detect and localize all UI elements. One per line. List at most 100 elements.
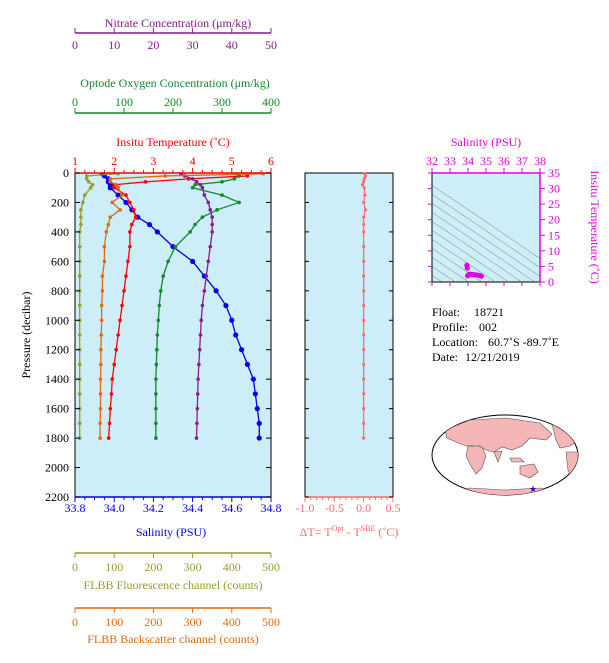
oxygen-axis-title: Optode Oxygen Concentration (μm/kg)	[80, 76, 269, 90]
backscatter-point	[163, 174, 167, 178]
salinity-point	[252, 391, 258, 397]
pressure-tick-label: 400	[51, 225, 69, 239]
fluorescence-point	[79, 222, 83, 227]
salinity-tick-label: 34.6	[221, 501, 242, 515]
ts-point	[464, 265, 470, 271]
temperature-point	[128, 200, 132, 205]
nitrate-point	[202, 289, 207, 293]
delta-t-point	[362, 180, 366, 184]
temperature-point	[112, 185, 116, 190]
oxygen-point	[156, 318, 161, 323]
temperature-point	[118, 318, 122, 323]
float-location-marker: ★	[529, 484, 537, 494]
temperature-point	[116, 333, 120, 337]
backscatter-point	[108, 215, 113, 219]
nitrate-point	[197, 362, 201, 367]
fluorescence-tick-label: 400	[223, 560, 241, 574]
backscatter-point	[118, 208, 122, 212]
backscatter-point	[108, 177, 113, 181]
ts-isopycnal	[432, 239, 496, 282]
oxygen-point	[215, 208, 219, 212]
temperature-tick-label: 3	[150, 154, 156, 168]
temperature-point	[114, 347, 118, 352]
temperature-point	[110, 377, 115, 381]
map-land-africa	[465, 445, 487, 475]
fluorescence-point	[81, 200, 85, 205]
oxygen-point	[157, 303, 162, 308]
ts-salinity-tick-label: 37	[516, 154, 528, 168]
nitrate-point	[210, 215, 214, 219]
fluorescence-tick-label: 200	[144, 560, 162, 574]
backscatter-point	[102, 259, 107, 264]
pressure-tick-label: 1600	[45, 402, 69, 416]
ts-isopycnal	[432, 248, 483, 282]
delta-t-point	[362, 392, 366, 396]
delta-t-point	[362, 318, 366, 322]
nitrate-tick-label: 50	[265, 38, 277, 52]
oxygen-point	[200, 215, 205, 219]
fluorescence-point	[84, 174, 89, 178]
ts-isopycnal	[432, 212, 536, 282]
oxygen-point	[155, 333, 160, 337]
ts-isopycnal	[432, 185, 540, 259]
delta-t-point	[363, 193, 367, 197]
backscatter-point	[100, 289, 105, 293]
temperature-tick-label: 2	[111, 154, 117, 168]
salinity-point	[213, 288, 219, 294]
fluorescence-point	[77, 274, 82, 278]
fluorescence-tick-label: 500	[262, 560, 280, 574]
oxygen-point	[237, 174, 241, 178]
ts-scatter-points	[464, 262, 484, 279]
profile-value: 002	[479, 320, 497, 334]
backscatter-point	[99, 347, 103, 352]
profile-series	[77, 173, 265, 441]
nitrate-point	[210, 230, 214, 234]
oxygen-point	[190, 185, 195, 190]
salinity-point	[229, 317, 235, 323]
ts-isopycnal	[432, 194, 540, 268]
backscatter-point	[98, 392, 103, 396]
oxygen-tick-label: 200	[164, 95, 182, 109]
backscatter-point	[98, 421, 102, 426]
ts-temperature-tick-label: 0	[548, 275, 554, 289]
salinity-point	[154, 229, 160, 235]
delta-t-point	[362, 348, 366, 352]
salinity-point	[233, 332, 239, 338]
nitrate-point	[194, 436, 199, 440]
delta-t-tick-label: -0.5	[325, 501, 344, 515]
oxygen-point	[154, 392, 158, 396]
nitrate-point	[200, 303, 205, 308]
nitrate-point	[195, 392, 200, 396]
nitrate-point	[198, 333, 203, 337]
oxygen-tick-label: 100	[115, 95, 133, 109]
ts-salinity-tick-label: 36	[498, 154, 510, 168]
salinity-tick-label: 34.4	[182, 501, 203, 515]
nitrate-point	[190, 177, 195, 181]
map-land-antarctica	[439, 487, 573, 495]
profile-label: Profile:	[432, 320, 468, 334]
salinity-point	[256, 420, 262, 426]
salinity-tick-label: 33.8	[65, 501, 86, 515]
oxygen-point	[161, 274, 165, 278]
ts-salinity-tick-label: 32	[426, 154, 438, 168]
fluorescence-point	[86, 180, 91, 184]
map-land-india	[493, 450, 503, 463]
temperature-point	[128, 230, 132, 234]
delta-t-plot-area	[304, 172, 394, 498]
backscatter-point	[120, 193, 124, 197]
ts-density-contours	[432, 185, 540, 282]
oxygen-point	[193, 222, 197, 227]
nitrate-point	[208, 244, 213, 249]
temperature-point	[124, 274, 128, 278]
delta-t-point	[362, 215, 366, 219]
nitrate-point	[206, 200, 211, 205]
backscatter-point	[99, 362, 103, 367]
delta-t-point	[362, 259, 366, 263]
backscatter-tick-label: 300	[184, 615, 202, 629]
fluorescence-point	[79, 215, 83, 219]
ts-temperature-axis-title: Insitu Temperature (˚C)	[588, 170, 602, 284]
temperature-point	[107, 421, 112, 426]
delta-t-point	[362, 186, 366, 190]
salinity-point	[107, 185, 113, 191]
